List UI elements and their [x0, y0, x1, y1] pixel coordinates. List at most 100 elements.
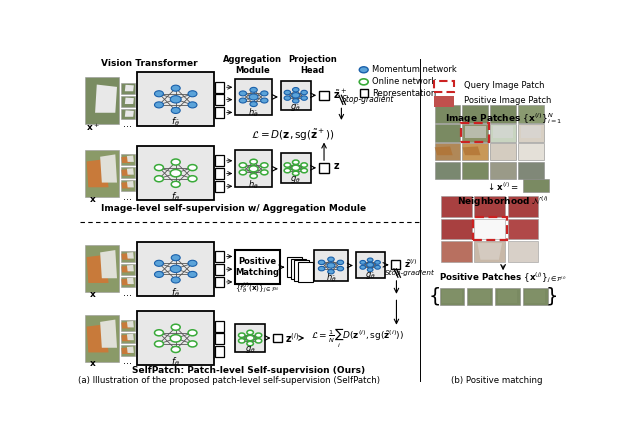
Bar: [490, 143, 516, 160]
Polygon shape: [122, 279, 131, 285]
Polygon shape: [463, 146, 481, 155]
Text: Aggregation
Module: Aggregation Module: [223, 55, 282, 75]
Circle shape: [172, 107, 180, 113]
Bar: [495, 288, 520, 305]
Polygon shape: [435, 146, 452, 155]
Bar: [215, 333, 224, 344]
Bar: [287, 257, 302, 277]
Bar: [236, 150, 273, 187]
Bar: [474, 196, 505, 217]
Text: $\mathbf{x}^+$: $\mathbf{x}^+$: [86, 121, 99, 133]
Circle shape: [250, 159, 257, 164]
Text: Neighborhood $\mathcal{N}^{(i)}$: Neighborhood $\mathcal{N}^{(i)}$: [457, 195, 549, 209]
Text: $\mathbf{z}^{(i)}$: $\mathbf{z}^{(i)}$: [285, 331, 300, 345]
Circle shape: [337, 266, 344, 271]
Circle shape: [188, 102, 197, 108]
Polygon shape: [100, 154, 117, 183]
Circle shape: [170, 265, 181, 272]
Text: $h_{\bar{\theta}}$: $h_{\bar{\theta}}$: [248, 106, 259, 119]
Text: Query Image Patch: Query Image Patch: [465, 82, 545, 90]
Circle shape: [260, 163, 268, 168]
Circle shape: [360, 266, 365, 269]
Bar: [392, 260, 401, 269]
Text: Positive
Matching: Positive Matching: [236, 258, 280, 277]
Bar: [137, 146, 214, 200]
Bar: [435, 143, 460, 160]
Circle shape: [359, 79, 368, 85]
Bar: [518, 124, 544, 142]
Bar: [236, 78, 273, 116]
Text: $f_{\bar{\theta}}$: $f_{\bar{\theta}}$: [172, 286, 180, 299]
Text: Vision Transformer: Vision Transformer: [101, 58, 198, 68]
Circle shape: [172, 85, 180, 91]
Bar: [236, 324, 265, 352]
Circle shape: [247, 330, 253, 335]
Polygon shape: [127, 321, 134, 327]
Bar: [121, 264, 134, 275]
Bar: [121, 345, 134, 356]
Bar: [435, 162, 460, 179]
Polygon shape: [122, 157, 131, 163]
Circle shape: [188, 271, 197, 277]
Bar: [121, 333, 134, 344]
Text: ...: ...: [123, 288, 132, 298]
Polygon shape: [465, 126, 486, 138]
Bar: [121, 167, 134, 178]
Circle shape: [154, 91, 163, 97]
Bar: [85, 78, 118, 125]
Circle shape: [318, 260, 325, 265]
Polygon shape: [125, 85, 134, 91]
Bar: [498, 290, 518, 303]
Circle shape: [170, 335, 181, 342]
Polygon shape: [127, 334, 134, 340]
Polygon shape: [127, 347, 134, 353]
Bar: [523, 288, 548, 305]
Polygon shape: [122, 169, 131, 176]
Bar: [215, 264, 224, 275]
Text: $\mathcal{L} = D(\mathbf{z}, \mathrm{sg}(\tilde{\mathbf{z}}^+))$: $\mathcal{L} = D(\mathbf{z}, \mathrm{sg}…: [252, 128, 335, 143]
Circle shape: [239, 163, 246, 168]
Circle shape: [172, 159, 180, 165]
Bar: [291, 259, 306, 279]
Text: $\{f_{\bar{\theta}}^{(j)}(\mathbf{x})\}_{j\in\mathcal{P}^{(i)}}$: $\{f_{\bar{\theta}}^{(j)}(\mathbf{x})\}_…: [235, 280, 280, 296]
Circle shape: [301, 96, 307, 100]
Polygon shape: [122, 266, 131, 272]
Bar: [121, 180, 134, 191]
Bar: [121, 96, 134, 107]
Circle shape: [188, 91, 197, 97]
Circle shape: [247, 341, 253, 346]
Polygon shape: [127, 278, 134, 284]
Polygon shape: [127, 252, 134, 259]
Bar: [215, 181, 224, 192]
Polygon shape: [100, 250, 117, 278]
Circle shape: [327, 263, 335, 268]
Circle shape: [172, 347, 180, 353]
Bar: [490, 106, 516, 123]
Circle shape: [284, 168, 291, 173]
Text: Stop-gradient: Stop-gradient: [342, 95, 394, 105]
Circle shape: [292, 88, 299, 92]
Bar: [121, 320, 134, 330]
Bar: [121, 276, 134, 287]
Bar: [215, 155, 224, 166]
Circle shape: [367, 258, 373, 262]
Circle shape: [250, 87, 257, 92]
Bar: [319, 91, 329, 100]
FancyBboxPatch shape: [434, 81, 454, 92]
Bar: [434, 96, 454, 107]
Bar: [121, 154, 134, 165]
Bar: [273, 334, 282, 342]
Circle shape: [170, 170, 181, 177]
Bar: [215, 82, 224, 92]
Circle shape: [170, 95, 181, 103]
Polygon shape: [100, 320, 117, 348]
Text: $f_{\bar{\theta}}$: $f_{\bar{\theta}}$: [172, 116, 180, 128]
Bar: [490, 124, 516, 142]
Circle shape: [328, 257, 334, 262]
Text: Momentum network: Momentum network: [372, 65, 456, 74]
Circle shape: [188, 176, 197, 182]
Polygon shape: [493, 126, 513, 138]
Bar: [474, 218, 505, 239]
Text: ...: ...: [123, 356, 132, 366]
Text: $f_{\theta}$: $f_{\theta}$: [172, 356, 180, 368]
